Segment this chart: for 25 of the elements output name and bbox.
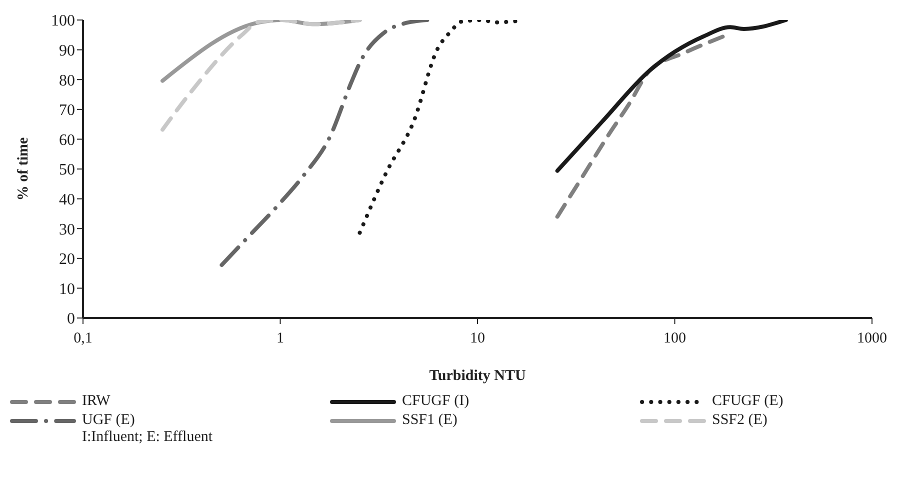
y-tick-label: 60 (59, 132, 75, 149)
x-tick-label: 1 (276, 330, 284, 347)
text: I:Influent; E: Effluent (82, 429, 214, 445)
y-tick-label: 40 (59, 191, 75, 208)
y-tick-label: 50 (59, 162, 75, 179)
legend-label: SSF2 (E) (712, 412, 768, 429)
legend-label: UGF (E) (82, 412, 135, 429)
legend-label: IRW (82, 393, 110, 410)
legend-label: CFUGF (E) (712, 393, 784, 410)
y-tick-label: 70 (59, 102, 75, 120)
x-tick-label: 100 (664, 330, 686, 347)
x-axis-title: Turbidity NTU (429, 368, 526, 384)
legend-label: CFUGF (I) (402, 393, 470, 410)
x-tick-label: 1000 (857, 330, 887, 347)
y-axis-title: % of time (15, 137, 32, 201)
y-tick-label: 20 (59, 251, 75, 268)
y-tick-label: 0 (67, 310, 75, 328)
y-tick-label: 100 (51, 12, 75, 30)
y-tick-label: 30 (59, 221, 75, 238)
y-tick-label: 80 (59, 72, 75, 90)
y-tick-label: 10 (59, 280, 75, 298)
y-tick-label: 90 (59, 42, 75, 60)
legend-label: SSF1 (E) (402, 412, 458, 429)
x-tick-label: 10 (470, 330, 485, 347)
x-tick-label: 0,1 (74, 330, 92, 347)
